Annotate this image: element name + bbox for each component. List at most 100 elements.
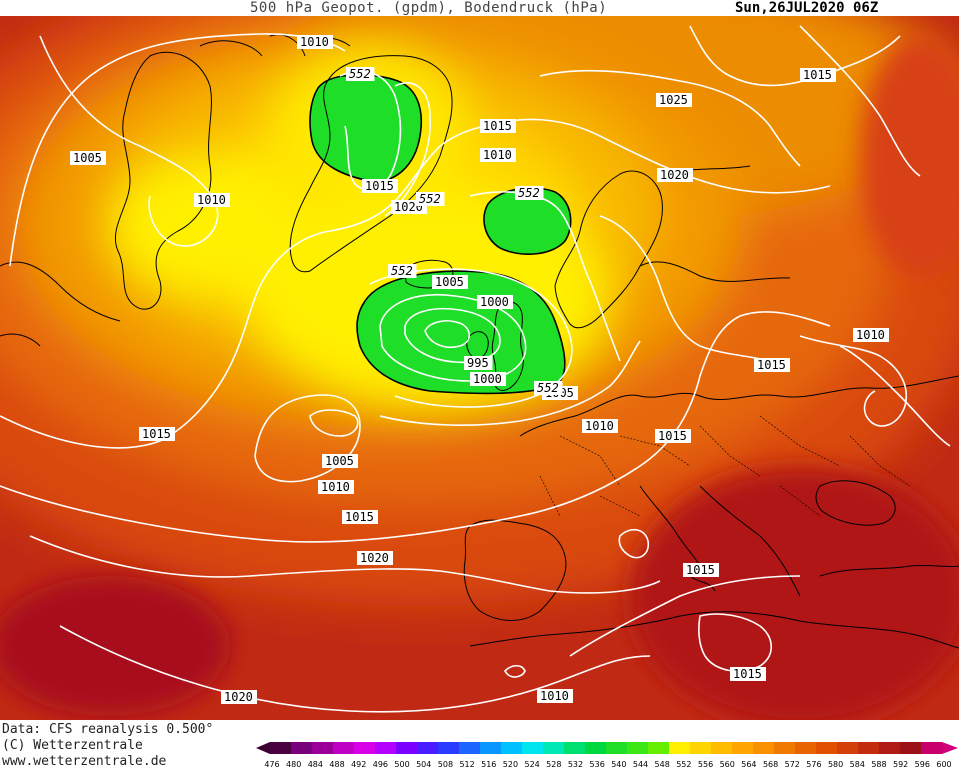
isobar-label-box bbox=[754, 358, 790, 372]
legend-swatch bbox=[795, 742, 817, 754]
isobar-label-box bbox=[70, 151, 106, 165]
legend-tick-label: 548 bbox=[655, 760, 670, 769]
valid-datetime: Sun,26JUL2020 06Z bbox=[735, 0, 879, 16]
coast-africa bbox=[469, 611, 959, 649]
weather-map: 1010100510151010101510201010102510201015… bbox=[0, 16, 959, 720]
isobar-line bbox=[569, 575, 801, 657]
legend-swatch bbox=[396, 742, 418, 754]
legend-tick-label: 576 bbox=[806, 760, 821, 769]
isobar-label: 1010 bbox=[300, 35, 329, 49]
legend-tick-label: 596 bbox=[915, 760, 930, 769]
legend-swatch bbox=[711, 742, 733, 754]
height-label-box bbox=[534, 381, 563, 395]
isobar-label-box bbox=[853, 328, 889, 342]
isobar-label: 1010 bbox=[321, 480, 350, 494]
legend-tick-label: 496 bbox=[373, 760, 388, 769]
isobar-label: 1010 bbox=[540, 689, 569, 703]
height-label: 552 bbox=[518, 186, 540, 200]
legend-swatch bbox=[732, 742, 754, 754]
isobar-label-box bbox=[357, 551, 393, 565]
legend-swatch bbox=[858, 742, 880, 754]
height-label: 552 bbox=[537, 381, 559, 395]
legend-tick-label: 516 bbox=[481, 760, 496, 769]
isobar-label: 995 bbox=[467, 356, 489, 370]
isobar-label: 1015 bbox=[142, 427, 171, 441]
isobar-line bbox=[369, 268, 573, 408]
legend-swatch bbox=[774, 742, 796, 754]
legend-swatch bbox=[606, 742, 628, 754]
isobar-line bbox=[339, 70, 402, 191]
legend-tick-label: 560 bbox=[720, 760, 735, 769]
isobar-label: 1015 bbox=[686, 563, 715, 577]
isobar-label: 1020 bbox=[394, 200, 423, 214]
isobar-line bbox=[689, 25, 901, 87]
isobars bbox=[0, 25, 951, 713]
legend-tick-label: 504 bbox=[416, 760, 431, 769]
legend-swatch bbox=[900, 742, 922, 754]
coast-iceland bbox=[404, 259, 454, 289]
legend-swatch bbox=[480, 742, 502, 754]
isobar-line bbox=[0, 123, 501, 449]
isobar-label-box bbox=[656, 93, 692, 107]
legend-tick-label: 532 bbox=[568, 760, 583, 769]
isobar-label: 1015 bbox=[733, 667, 762, 681]
isobar-label-box bbox=[139, 427, 175, 441]
legend-tick-label: 528 bbox=[546, 760, 561, 769]
legend-tick-label: 592 bbox=[893, 760, 908, 769]
isobar-label-box bbox=[194, 193, 230, 207]
legend-tick-label: 500 bbox=[394, 760, 409, 769]
height-label-box bbox=[416, 192, 445, 206]
height-label: 552 bbox=[349, 67, 371, 81]
height-label-box bbox=[346, 67, 375, 81]
isobar-line bbox=[839, 345, 951, 447]
legend-swatch bbox=[354, 742, 376, 754]
isobar-label-box bbox=[322, 454, 358, 468]
isobar-label: 1005 bbox=[435, 275, 464, 289]
legend-tick-label: 556 bbox=[698, 760, 713, 769]
isobar-line bbox=[39, 35, 219, 247]
legend-swatch bbox=[564, 742, 586, 754]
chart-header: 500 hPa Geopot. (gpdm), Bodendruck (hPa)… bbox=[0, 0, 959, 16]
legend-tick-label: 588 bbox=[871, 760, 886, 769]
isobar-label: 1015 bbox=[345, 510, 374, 524]
legend-tick-label: 488 bbox=[329, 760, 344, 769]
data-source: Data: CFS reanalysis 0.500° bbox=[2, 722, 214, 737]
coast-europe bbox=[519, 375, 959, 437]
height-label: 552 bbox=[391, 264, 413, 278]
legend-tick-label: 492 bbox=[351, 760, 366, 769]
geopotential-field bbox=[0, 16, 959, 720]
legend-swatch bbox=[459, 742, 481, 754]
chart-title: 500 hPa Geopot. (gpdm), Bodendruck (hPa) bbox=[250, 0, 608, 16]
legend-swatch bbox=[522, 742, 544, 754]
legend-tick-label: 476 bbox=[264, 760, 279, 769]
legend-swatch bbox=[690, 742, 712, 754]
isobar-label: 1015 bbox=[365, 179, 394, 193]
isobar-label-box bbox=[318, 480, 354, 494]
isobar-line bbox=[504, 664, 526, 678]
isobar-label: 1020 bbox=[360, 551, 389, 565]
height-label-box bbox=[515, 186, 544, 200]
isobar-label-box bbox=[730, 667, 766, 681]
border-lines bbox=[539, 415, 911, 517]
color-scale-legend: 476 480 484 488 492 496 500 504 508 512 516 520 524 5… bbox=[256, 742, 958, 769]
website-url: www.wetterzentrale.de bbox=[2, 754, 167, 769]
isobar-label: 1015 bbox=[658, 429, 687, 443]
isobar-label-box bbox=[800, 68, 836, 82]
coast-na-east bbox=[0, 261, 121, 347]
isobar-line bbox=[799, 25, 921, 177]
isobar-line bbox=[29, 535, 661, 594]
isobar-labels: 1010100510151010101510201010102510201015… bbox=[70, 35, 889, 704]
legend-swatch bbox=[585, 742, 607, 754]
isobar-label: 1010 bbox=[856, 328, 885, 342]
coast-turkey bbox=[819, 564, 959, 577]
isobar-label-box bbox=[683, 563, 719, 577]
isobar-label: 1010 bbox=[197, 193, 226, 207]
isobar-label: 1005 bbox=[73, 151, 102, 165]
isobar-line bbox=[254, 394, 361, 483]
legend-tick-label: 564 bbox=[741, 760, 756, 769]
isobar-label-box bbox=[477, 295, 513, 309]
coast-scandinavia bbox=[554, 170, 663, 329]
legend-tick-label: 572 bbox=[785, 760, 800, 769]
isobar-label-box bbox=[480, 148, 516, 162]
coast-greenland bbox=[289, 55, 453, 273]
